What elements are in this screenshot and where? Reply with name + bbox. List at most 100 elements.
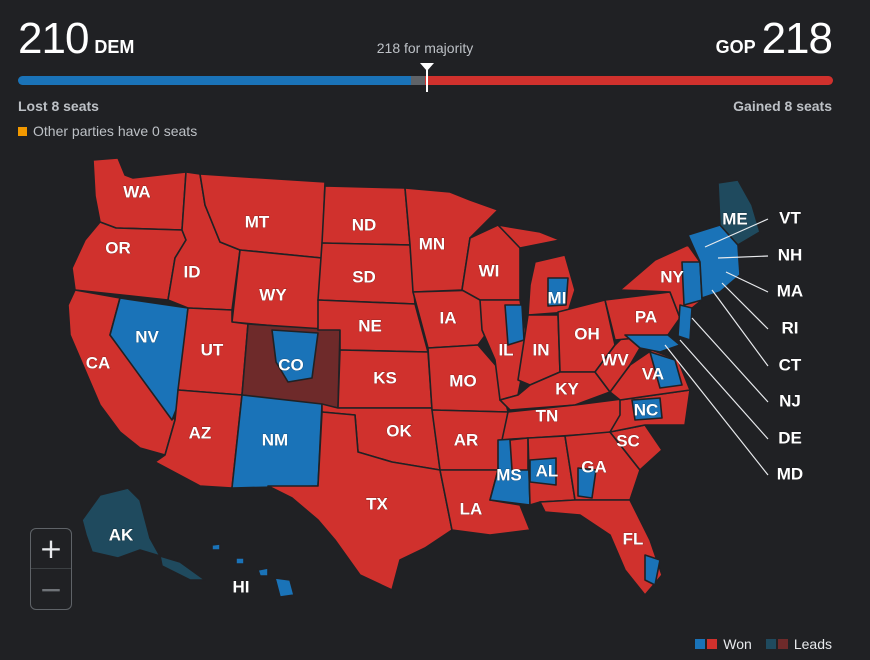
dem-party-label: DEM (94, 37, 135, 57)
callout-label-md: MD (777, 464, 803, 483)
state-label-ut: UT (201, 340, 224, 359)
state-nj[interactable] (677, 304, 693, 341)
state-label-mn: MN (419, 234, 445, 253)
state-label-or: OR (105, 238, 131, 257)
gop-seat-count: GOP 218 (715, 14, 833, 64)
state-tx[interactable] (267, 411, 453, 591)
legend-won-label: Won (723, 636, 752, 652)
map-legend: Won Leads (695, 636, 832, 652)
state-mi-up (497, 224, 561, 249)
state-label-az: AZ (189, 423, 212, 442)
dem-leads-swatch (765, 639, 776, 649)
state-label-mt: MT (245, 212, 270, 231)
state-label-wa: WA (123, 182, 150, 201)
state-al-dem (529, 457, 557, 486)
state-label-wy: WY (259, 285, 287, 304)
callout-lines (664, 218, 769, 476)
state-label-nv: NV (135, 327, 159, 346)
state-label-wi: WI (479, 261, 500, 280)
majority-marker-icon (420, 63, 434, 71)
dem-seat-change: Lost 8 seats (18, 98, 99, 114)
state-co-dem (271, 329, 319, 383)
state-label-pa: PA (635, 307, 657, 326)
zoom-controls: + − (30, 528, 72, 610)
state-mi-dem (547, 277, 569, 307)
state-label-ny: NY (660, 267, 684, 286)
state-md[interactable] (624, 334, 681, 353)
state-label-ca: CA (86, 353, 111, 372)
state-label-ok: OK (386, 421, 412, 440)
callout-label-de: DE (778, 428, 802, 447)
state-label-id: ID (184, 262, 201, 281)
state-va-dem (649, 351, 683, 389)
callout-label-ct: CT (779, 355, 802, 374)
majority-marker-line (426, 68, 428, 92)
state-label-nm: NM (262, 430, 288, 449)
state-pa[interactable] (604, 291, 681, 341)
state-label-oh: OH (574, 324, 600, 343)
state-label-sd: SD (352, 267, 376, 286)
state-label-va: VA (642, 364, 664, 383)
state-label-mi: MI (548, 288, 567, 307)
state-ga-dem (577, 467, 597, 499)
other-parties-text: Other parties have 0 seats (33, 123, 198, 139)
gop-won-swatch (707, 639, 718, 649)
zoom-in-button[interactable]: + (31, 529, 71, 569)
callout-label-ma: MA (777, 281, 803, 300)
state-label-in: IN (533, 340, 550, 359)
callout-label-ri: RI (782, 318, 799, 337)
state-me[interactable] (717, 179, 761, 246)
state-label-me: ME (722, 209, 748, 228)
zoom-out-button[interactable]: − (39, 572, 63, 606)
state-labels: WA OR CA NV ID MT WY UT CO AZ NM ND SD NE KS OK TX MN IA MO… (85, 182, 748, 597)
state-label-tx: TX (366, 494, 388, 513)
state-label-co: CO (278, 355, 304, 374)
state-label-ne: NE (358, 316, 382, 335)
gop-seat-change: Gained 8 seats (733, 98, 832, 114)
state-label-la: LA (460, 499, 483, 518)
state-label-nd: ND (352, 215, 377, 234)
state-label-ky: KY (555, 379, 579, 398)
state-label-mo: MO (449, 371, 476, 390)
gop-bar-segment (424, 76, 833, 85)
callout-label-vt: VT (779, 208, 801, 227)
state-label-fl: FL (623, 529, 644, 548)
state-label-ks: KS (373, 368, 397, 387)
legend-leads-label: Leads (793, 636, 832, 652)
dem-seat-count: 210 DEM (18, 14, 134, 64)
state-label-ms: MS (496, 465, 522, 484)
dem-bar-segment (18, 76, 412, 85)
state-ak[interactable] (81, 487, 161, 559)
majority-threshold: 218 for majority (376, 40, 474, 56)
state-hi-kauai (211, 543, 221, 551)
state-ms-gop (509, 437, 529, 471)
other-parties-note: Other parties have 0 seats (18, 123, 197, 139)
state-label-nc: NC (634, 400, 659, 419)
state-label-tn: TN (536, 406, 559, 425)
state-label-ak: AK (109, 525, 134, 544)
state-label-ia: IA (440, 308, 457, 327)
state-ny-dem (681, 261, 703, 306)
state-hi-oahu (235, 557, 245, 565)
state-label-hi: HI (233, 577, 250, 596)
state-il-dem (504, 304, 525, 346)
state-label-al: AL (536, 461, 559, 480)
seat-balance-bar (18, 76, 833, 85)
state-fl-dem (644, 554, 661, 586)
callout-labels: VT NH MA RI CT NJ DE MD (776, 208, 803, 484)
state-fl[interactable] (539, 499, 663, 596)
gop-leads-swatch (777, 639, 788, 649)
callout-label-nj: NJ (779, 391, 801, 410)
state-nc-dem (631, 397, 663, 421)
state-label-wv: WV (601, 350, 629, 369)
state-label-ar: AR (454, 430, 479, 449)
gop-seats-number: 218 (761, 14, 833, 63)
other-party-swatch (18, 126, 27, 136)
state-hi-big[interactable] (274, 577, 295, 598)
state-ak-tail (159, 555, 206, 581)
state-label-sc: SC (616, 431, 640, 450)
dem-seats-number: 210 (18, 14, 89, 63)
gop-party-label: GOP (715, 37, 756, 57)
state-or[interactable] (71, 221, 187, 301)
